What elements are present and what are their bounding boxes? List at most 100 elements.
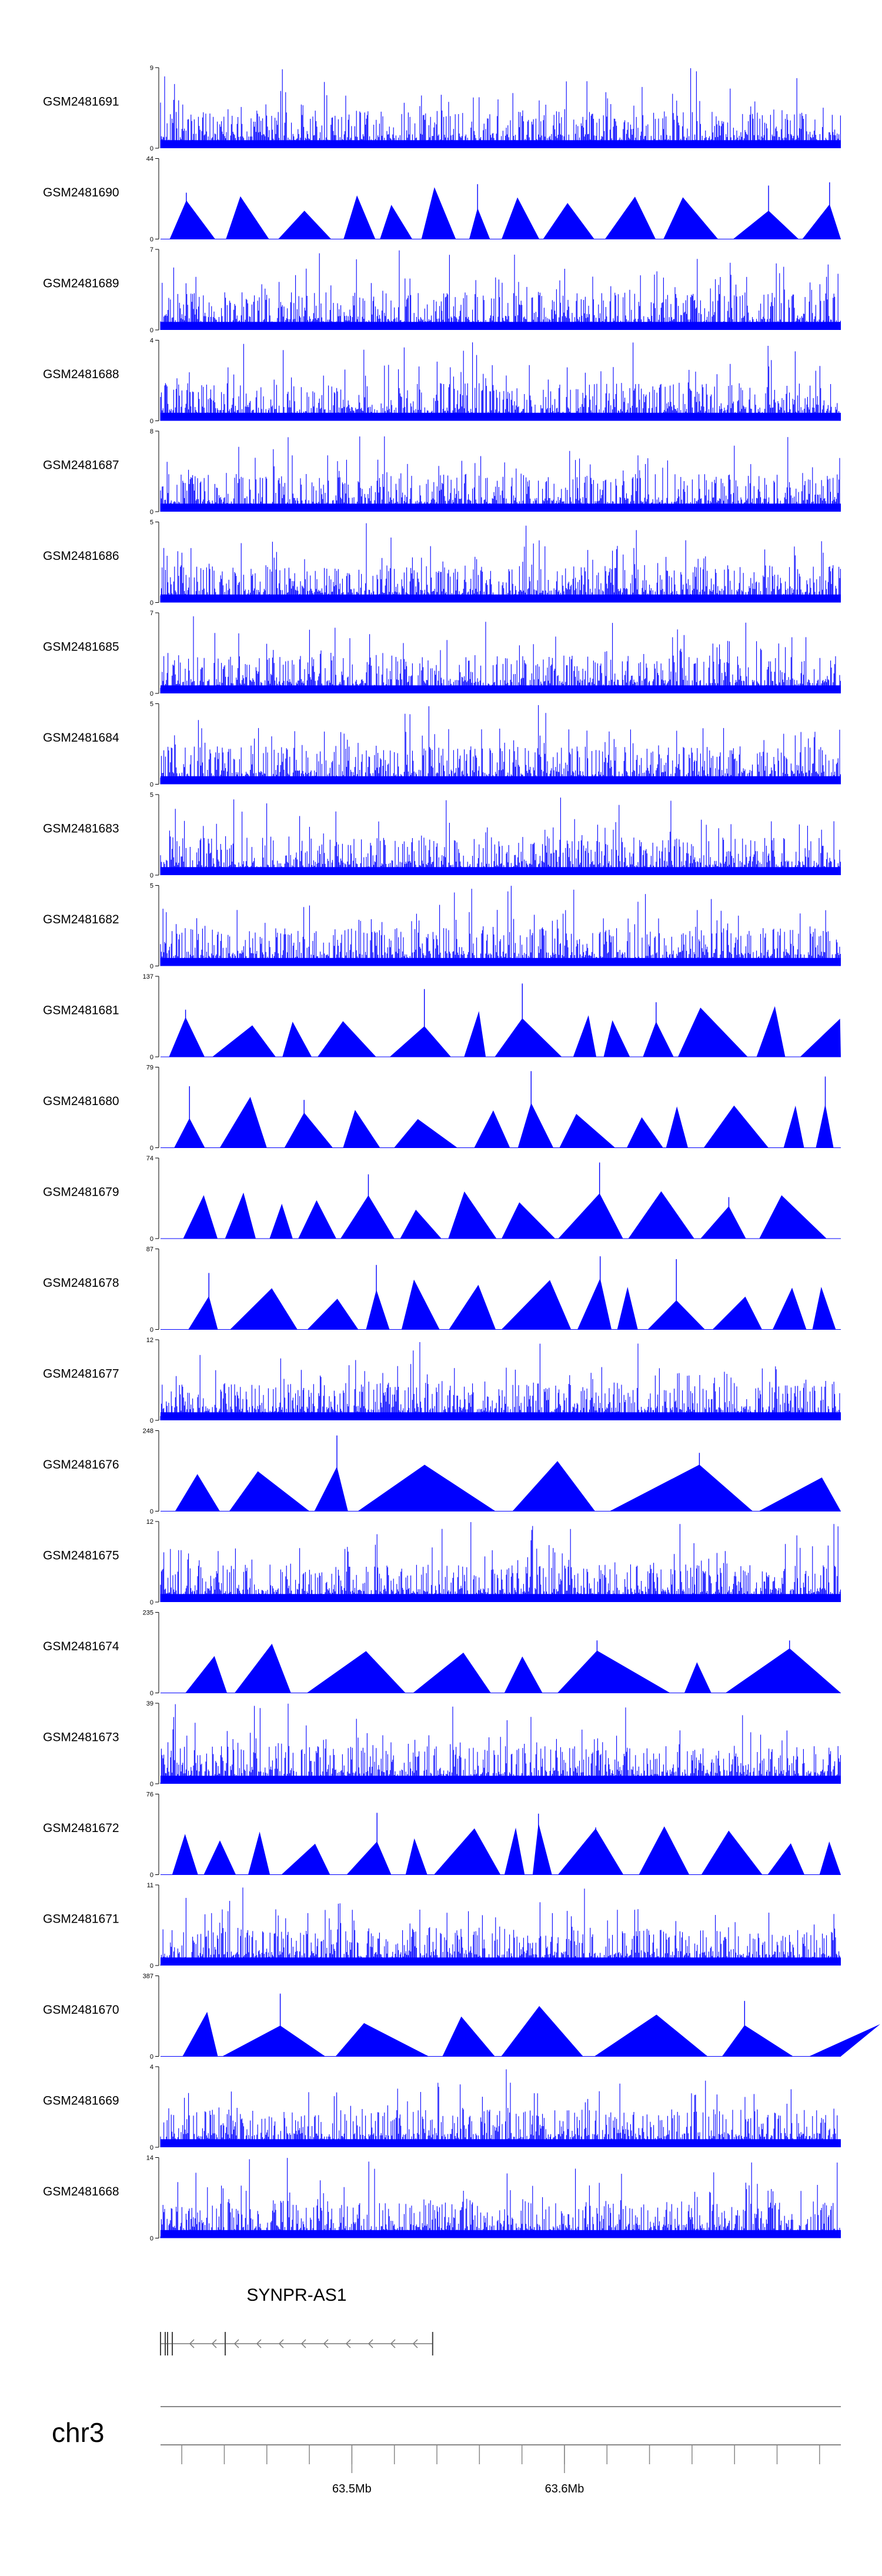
signal bbox=[160, 2158, 841, 2238]
track-label: GSM2481673 bbox=[43, 1730, 119, 1744]
signal-peak bbox=[358, 1464, 496, 1511]
signal bbox=[160, 250, 841, 330]
y-tick-label-max: 76 bbox=[146, 1791, 153, 1798]
signal-peak bbox=[802, 204, 841, 239]
signal bbox=[161, 1435, 841, 1511]
signal-peak bbox=[701, 1830, 763, 1875]
signal-peak bbox=[502, 1202, 556, 1239]
signal-peak bbox=[298, 1200, 336, 1239]
y-tick-label-zero: 0 bbox=[150, 1236, 153, 1243]
signal-peak bbox=[594, 2014, 708, 2057]
signal-bars bbox=[160, 2158, 841, 2238]
signal-peak bbox=[318, 1021, 376, 1057]
signal-peak bbox=[703, 1105, 769, 1148]
y-tick-label-max: 235 bbox=[143, 1610, 153, 1617]
signal-peak bbox=[434, 1828, 501, 1875]
track-GSM2481683: GSM2481683 5 0 bbox=[43, 792, 841, 879]
signal-peak bbox=[212, 1025, 276, 1057]
signal-peak bbox=[532, 1823, 552, 1875]
y-tick-label-zero: 0 bbox=[150, 1690, 153, 1697]
y-tick-label-zero: 0 bbox=[150, 1509, 153, 1516]
signal-peak bbox=[767, 1843, 805, 1875]
y-tick-label-max: 44 bbox=[146, 156, 153, 163]
signal bbox=[160, 1522, 841, 1602]
track-GSM2481679: GSM2481679 74 0 bbox=[43, 1155, 841, 1243]
track-label: GSM2481671 bbox=[43, 1912, 119, 1926]
y-tick-label-max: 7 bbox=[150, 246, 153, 253]
strand-arrow bbox=[278, 2339, 284, 2348]
signal-peak bbox=[800, 1019, 841, 1057]
signal-peak bbox=[816, 1104, 834, 1148]
track-GSM2481677: GSM2481677 12 0 bbox=[43, 1337, 841, 1424]
signal-bars bbox=[160, 886, 841, 966]
signal bbox=[160, 616, 841, 693]
axis-tick-label: 63.5Mb bbox=[332, 2482, 372, 2495]
y-tick-label-max: 5 bbox=[150, 701, 153, 708]
strand-arrow bbox=[211, 2339, 217, 2348]
signal bbox=[161, 1256, 841, 1330]
signal-peak bbox=[678, 1007, 748, 1057]
signal-peak bbox=[773, 1287, 807, 1330]
track-label: GSM2481689 bbox=[43, 276, 119, 290]
signal-peak bbox=[380, 205, 413, 239]
track-GSM2481684: GSM2481684 5 0 bbox=[43, 701, 841, 789]
y-tick-label-zero: 0 bbox=[150, 418, 153, 425]
signal-bars bbox=[160, 1887, 841, 1966]
y-tick-label-max: 4 bbox=[150, 2064, 153, 2071]
signal-peak bbox=[182, 2011, 218, 2057]
strand-arrow bbox=[256, 2339, 262, 2348]
track-GSM2481672: GSM2481672 76 0 bbox=[43, 1791, 841, 1879]
y-tick-label-zero: 0 bbox=[150, 2054, 153, 2061]
signal-bars bbox=[160, 705, 841, 785]
signal-peak bbox=[188, 1296, 218, 1330]
y-tick-label-zero: 0 bbox=[150, 2235, 153, 2243]
signal bbox=[160, 2069, 841, 2147]
gene-label: SYNPR-AS1 bbox=[246, 2285, 346, 2305]
signal bbox=[160, 886, 841, 966]
track-label: GSM2481691 bbox=[43, 95, 119, 108]
y-tick-label-zero: 0 bbox=[150, 509, 153, 516]
track-GSM2481670: GSM2481670 387 0 bbox=[43, 1973, 880, 2061]
signal-peak bbox=[783, 1105, 804, 1148]
signal-peak bbox=[759, 1195, 827, 1239]
strand-arrow bbox=[345, 2339, 351, 2348]
signal-peak bbox=[609, 1464, 753, 1511]
signal-peak bbox=[469, 208, 490, 239]
track-label: GSM2481674 bbox=[43, 1640, 119, 1653]
y-tick-label-zero: 0 bbox=[150, 1054, 153, 1061]
track-GSM2481682: GSM2481682 5 0 bbox=[43, 883, 841, 970]
y-tick-label-zero: 0 bbox=[150, 327, 153, 334]
y-tick-label-zero: 0 bbox=[150, 1963, 153, 1970]
signal-peak bbox=[346, 1841, 392, 1875]
signal-peak bbox=[666, 1106, 688, 1148]
signal-peak bbox=[812, 1287, 836, 1330]
strand-arrow bbox=[233, 2339, 239, 2348]
strand-arrow bbox=[189, 2339, 195, 2348]
track-label: GSM2481668 bbox=[43, 2185, 119, 2198]
signal-tracks: GSM248169190GSM2481690440GSM248168970GSM… bbox=[43, 65, 880, 2243]
signal-peak bbox=[230, 1288, 298, 1330]
signal-peak bbox=[226, 196, 269, 239]
signal-peak bbox=[512, 1461, 595, 1511]
signal-peak bbox=[421, 187, 456, 239]
y-tick-label-zero: 0 bbox=[150, 236, 153, 243]
signal-peak bbox=[557, 1828, 624, 1875]
signal-peak bbox=[559, 1114, 616, 1148]
track-label: GSM2481688 bbox=[43, 368, 119, 381]
y-tick-label-max: 79 bbox=[146, 1065, 153, 1072]
strand-arrow bbox=[323, 2339, 329, 2348]
strand-arrow bbox=[390, 2339, 396, 2348]
signal-peak bbox=[282, 1022, 312, 1057]
gene-annotation-track: SYNPR-AS1 bbox=[160, 2285, 433, 2355]
signal bbox=[160, 1703, 841, 1784]
signal-peak bbox=[203, 1840, 236, 1875]
track-GSM2481680: GSM2481680 79 0 bbox=[43, 1065, 841, 1152]
signal-peak bbox=[504, 1656, 543, 1693]
y-tick-label-max: 4 bbox=[150, 338, 153, 345]
signal-peak bbox=[185, 1656, 228, 1693]
signal-peak bbox=[222, 2026, 326, 2057]
y-tick-label-max: 387 bbox=[143, 1973, 153, 1980]
signal-peak bbox=[663, 197, 719, 239]
signal bbox=[161, 1640, 841, 1693]
y-tick-label-max: 8 bbox=[150, 428, 153, 435]
